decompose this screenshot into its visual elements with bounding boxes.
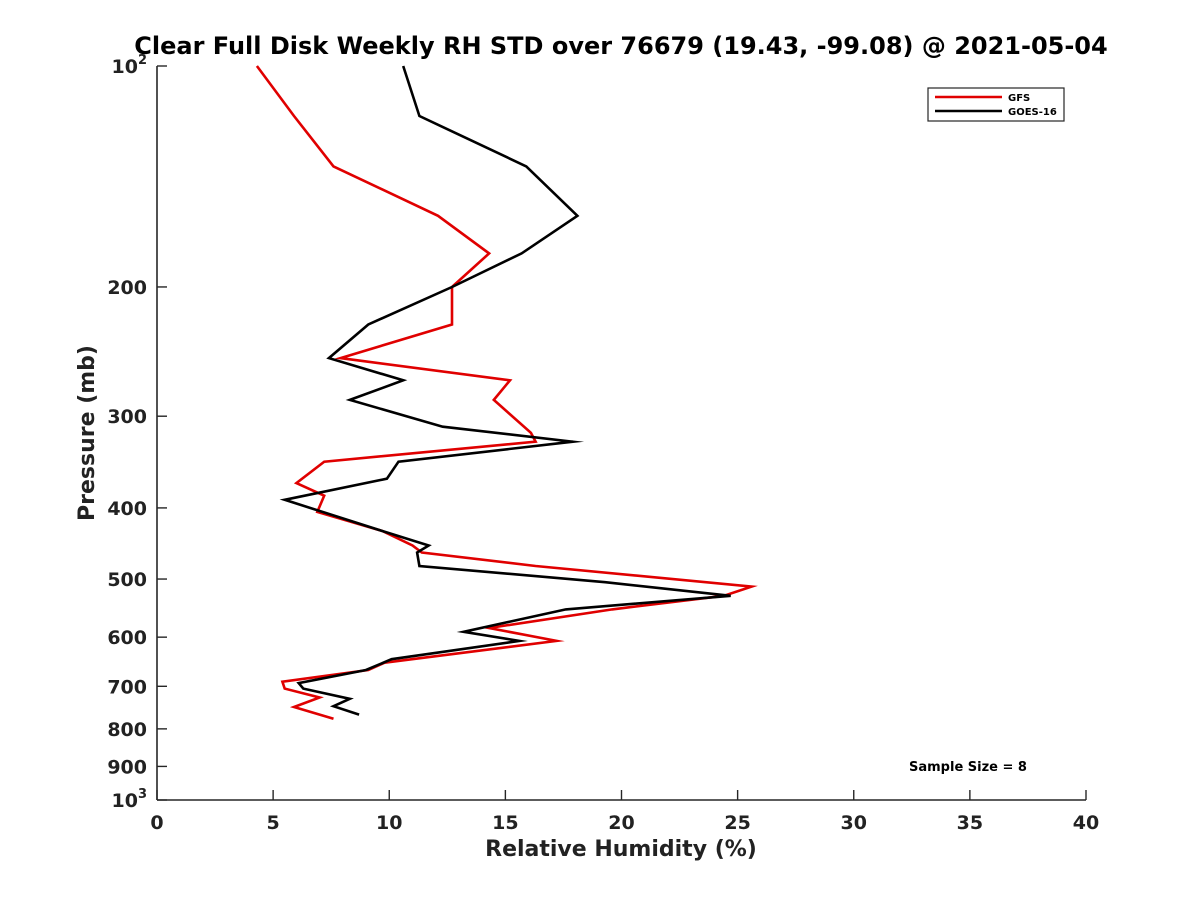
y-axis-label: Pressure (mb): [75, 345, 100, 521]
y-tick-label-5: 600: [107, 627, 147, 649]
legend-box: [927, 87, 1065, 122]
series-line-goes16: [279, 65, 731, 716]
y-tick-label-1: 200: [107, 277, 147, 299]
y-tick-label-9: 103: [112, 787, 148, 812]
x-tick-label-7: 35: [957, 812, 983, 834]
legend-label-goes16: GOES-16: [1008, 107, 1057, 118]
x-tick-label-8: 40: [1073, 812, 1099, 834]
y-tick-label-4: 500: [107, 569, 147, 591]
y-tick-label-0: 102: [112, 53, 148, 78]
x-tick-label-2: 10: [376, 812, 402, 834]
legend: GFS GOES-16: [927, 87, 1065, 122]
y-tick-label-2: 300: [107, 406, 147, 428]
series-line-gfs: [255, 65, 758, 720]
x-tick-label-0: 0: [150, 812, 163, 834]
x-tick-label-5: 25: [724, 812, 750, 834]
legend-label-gfs: GFS: [1008, 93, 1030, 104]
sample-size-annotation: Sample Size = 8: [909, 760, 1027, 775]
y-tick-label-7: 800: [107, 719, 147, 741]
y-tick-label-8: 900: [107, 756, 147, 778]
x-tick-label-4: 20: [608, 812, 634, 834]
axes-layer: [156, 66, 1086, 801]
x-tick-label-3: 15: [492, 812, 518, 834]
y-tick-label-6: 700: [107, 676, 147, 698]
series-layer: [255, 65, 758, 720]
x-ticks: 0 5 10 15 20 25 30 35 40: [150, 790, 1099, 834]
series-goes16: [279, 65, 731, 716]
y-ticks: 102 200 300 400 500 600 700 800 900 103: [107, 53, 167, 812]
x-axis-label: Relative Humidity (%): [485, 837, 757, 862]
chart-title: Clear Full Disk Weekly RH STD over 76679…: [134, 32, 1107, 60]
x-tick-label-6: 30: [841, 812, 867, 834]
y-tick-label-3: 400: [107, 498, 147, 520]
x-tick-label-1: 5: [267, 812, 280, 834]
series-gfs: [255, 65, 758, 720]
